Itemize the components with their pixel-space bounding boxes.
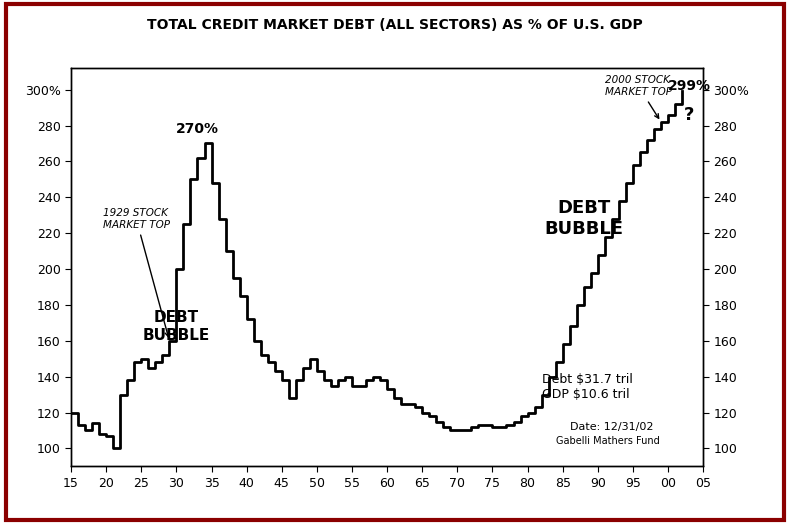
- Text: DEBT
BUBBLE: DEBT BUBBLE: [143, 310, 210, 343]
- Text: 270%: 270%: [176, 122, 219, 136]
- Text: 299%: 299%: [668, 79, 711, 93]
- Text: Gabelli Mathers Fund: Gabelli Mathers Fund: [555, 436, 660, 446]
- Text: Date: 12/31/02: Date: 12/31/02: [570, 421, 653, 431]
- Text: 2000 STOCK
MARKET TOP: 2000 STOCK MARKET TOP: [605, 75, 672, 118]
- Text: TOTAL CREDIT MARKET DEBT (ALL SECTORS) AS % OF U.S. GDP: TOTAL CREDIT MARKET DEBT (ALL SECTORS) A…: [147, 18, 643, 32]
- Text: Debt $31.7 tril
GDP $10.6 tril: Debt $31.7 tril GDP $10.6 tril: [542, 373, 633, 401]
- Text: ?: ?: [684, 106, 694, 124]
- Text: 1929 STOCK
MARKET TOP: 1929 STOCK MARKET TOP: [103, 208, 170, 336]
- Text: DEBT
BUBBLE: DEBT BUBBLE: [544, 200, 623, 238]
